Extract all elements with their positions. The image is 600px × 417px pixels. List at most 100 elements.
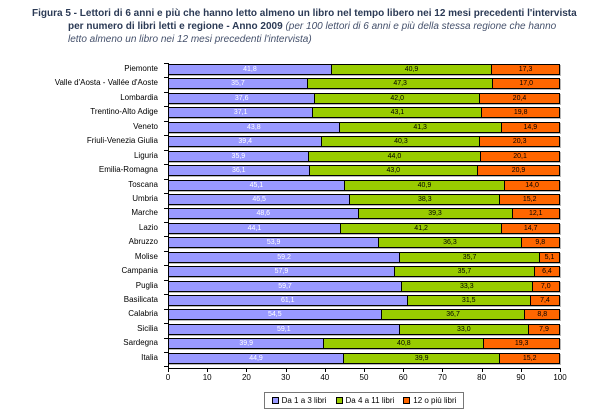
category-label: Campania	[121, 266, 158, 276]
y-axis-tick	[164, 308, 168, 310]
bar-segment: 41,2	[340, 222, 503, 234]
y-axis-tick	[164, 120, 168, 122]
bar-segment: 41,8	[168, 64, 332, 75]
legend-swatch-icon	[335, 397, 343, 404]
bar-segment: 15,2	[500, 352, 560, 364]
bar-segment: 39,9	[344, 352, 501, 364]
chart-row: Friuli-Venezia Giulia 39,4 40,3 20,3	[0, 135, 600, 149]
bar-segment: 35,9	[168, 150, 309, 162]
bar-segment: 37,6	[168, 92, 316, 104]
category-label: Piemonte	[124, 64, 158, 73]
legend-container: Da 1 a 3 libri Da 4 a 11 libri 12 o più li…	[168, 392, 560, 409]
bar-segment: 12,1	[512, 208, 560, 220]
chart-row: Campania 57,9 35,7 6,4	[0, 265, 600, 279]
legend-label: Da 4 a 11 libri	[345, 396, 395, 405]
y-axis-tick	[164, 366, 168, 368]
bar-segment: 20,3	[480, 136, 560, 148]
bar-segment: 59,2	[168, 251, 401, 263]
chart-row: Lombardia 37,6 42,0 20,4	[0, 92, 600, 106]
chart-row: Marche 48,6 39,3 12,1	[0, 207, 600, 221]
category-label: Emilia-Romagna	[98, 165, 158, 175]
category-label: Umbria	[132, 193, 158, 203]
y-axis-tick	[164, 63, 168, 64]
bar-segment: 53,9	[168, 237, 380, 249]
bar-segment: 42,0	[315, 92, 481, 104]
category-label: Marche	[131, 208, 158, 218]
bar-segment: 48,6	[168, 208, 359, 220]
y-axis-tick	[164, 207, 168, 209]
bar-segment: 6,4	[534, 266, 560, 278]
x-axis-labels: 0 10 20 30 40 50 60 70 80 90 100	[165, 373, 567, 385]
bar-segment: 41,3	[339, 121, 502, 133]
chart-row: Abruzzo 53,9 36,3 9,8	[0, 236, 600, 250]
category-label: Lazio	[138, 222, 158, 232]
bar-segment: 36,7	[381, 309, 526, 321]
figure-title: Figura 5 - Lettori di 6 anni e più che h…	[32, 7, 577, 46]
chart-row: Sardegna 39,9 40,8 19,3	[0, 337, 600, 351]
x-axis-tick	[207, 369, 209, 372]
bar-segment: 33,3	[402, 280, 533, 292]
legend-swatch-icon	[403, 397, 411, 404]
y-axis-tick	[164, 193, 168, 195]
bar-segment: 8,8	[525, 309, 560, 321]
x-axis-tick-label: 0	[165, 373, 171, 382]
stacked-bar: 61,1 31,5 7,4	[168, 295, 560, 306]
chart-row: Molise 59,2 35,7 5,1	[0, 251, 600, 265]
y-axis-tick	[164, 294, 168, 296]
stacked-bar: 59,2 35,7 5,1	[168, 251, 560, 263]
stacked-bar: 54,5 36,7 8,8	[168, 309, 560, 321]
bar-segment: 7,4	[530, 295, 560, 306]
bar-segment: 7,9	[529, 323, 560, 335]
bar-segment: 47,3	[307, 78, 494, 90]
category-label: Italia	[141, 352, 158, 362]
x-axis-tick-label: 30	[281, 373, 291, 382]
category-label: Trentino-Alto Adige	[90, 107, 158, 117]
x-axis-tick-label: 10	[202, 373, 212, 382]
category-label: Sardegna	[123, 338, 158, 348]
bar-segment: 40,3	[322, 136, 481, 148]
bar-segment: 20,4	[480, 92, 560, 104]
category-label: Liguria	[133, 150, 158, 160]
stacked-bar: 44,1 41,2 14,7	[168, 222, 560, 234]
bar-segment: 43,0	[309, 165, 479, 177]
y-axis-tick	[164, 135, 168, 137]
chart-row: Italia 44,9 39,9 15,2	[0, 352, 600, 366]
x-axis-tick	[246, 369, 248, 372]
stacked-bar: 37,6 42,0 20,4	[168, 92, 560, 104]
bar-segment: 39,3	[358, 208, 513, 220]
x-axis-tick	[324, 369, 326, 372]
bar-segment: 9,8	[521, 237, 560, 249]
stacked-bar: 41,8 40,9 17,3	[168, 64, 560, 75]
bar-segment: 35,7	[394, 266, 535, 278]
stacked-bar: 44,9 39,9 15,2	[168, 352, 560, 364]
category-label: Friuli-Venezia Giulia	[86, 136, 158, 146]
legend-item: 12 o più libri	[403, 396, 456, 405]
x-axis-tick-label: 70	[437, 373, 447, 382]
x-axis-tick	[481, 369, 483, 372]
chart-plot-area: Piemonte 41,8 40,9 17,3 Valle d'Aosta - Vall…	[0, 63, 600, 382]
legend-label: Da 1 a 3 libri	[281, 396, 327, 405]
stacked-bar: 48,6 39,3 12,1	[168, 208, 560, 220]
bar-segment: 14,0	[505, 179, 560, 191]
x-axis-tick-label: 40	[320, 373, 330, 382]
bar-segment: 7,0	[532, 280, 560, 292]
bar-segment: 37,1	[168, 107, 314, 119]
bar-segment: 46,5	[168, 193, 351, 205]
stacked-bar: 59,1 33,0 7,9	[168, 323, 560, 335]
bar-segment: 57,9	[168, 266, 395, 278]
x-axis-tick-label: 50	[359, 373, 369, 382]
bar-segment: 5,1	[540, 251, 560, 263]
chart-row: Sicilia 59,1 33,0 7,9	[0, 323, 600, 337]
bar-segment: 19,3	[484, 338, 560, 350]
chart-row: Liguria 35,9 44,0 20,1	[0, 150, 600, 164]
category-label: Molise	[134, 251, 158, 261]
chart-rows: Piemonte 41,8 40,9 17,3 Valle d'Aosta - Vall…	[0, 63, 600, 366]
bar-segment: 20,9	[478, 165, 560, 177]
x-axis-tick	[285, 369, 287, 372]
legend-item: Da 4 a 11 libri	[335, 396, 395, 405]
y-axis-tick	[164, 149, 168, 151]
chart-row: Piemonte 41,8 40,9 17,3	[0, 63, 600, 77]
x-axis-tick	[442, 369, 444, 372]
x-axis-tick-label: 100	[553, 373, 567, 382]
